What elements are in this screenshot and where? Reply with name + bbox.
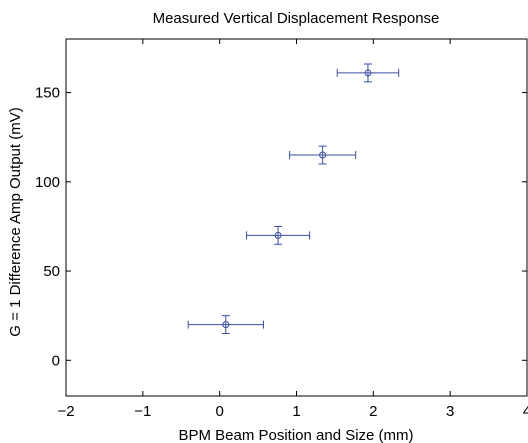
point-marker xyxy=(222,321,230,329)
point-marker xyxy=(319,151,327,159)
y-axis-label: G = 1 Difference Amp Output (mV) xyxy=(7,107,24,336)
x-tick-label: 0 xyxy=(215,403,223,420)
y-tick-label: 100 xyxy=(35,174,60,191)
data-point xyxy=(289,145,357,165)
x-tick-label: 2 xyxy=(369,403,377,420)
x-tick-label: 4 xyxy=(523,403,528,420)
y-tick-label: 50 xyxy=(43,263,60,280)
data-point xyxy=(336,63,400,83)
x-tick-label: 1 xyxy=(292,403,300,420)
x-tick-label: −2 xyxy=(57,403,74,420)
point-marker xyxy=(274,231,282,239)
data-series xyxy=(187,63,400,335)
data-point xyxy=(187,315,264,335)
chart-title: Measured Vertical Displacement Response xyxy=(153,10,440,27)
plot-frame xyxy=(65,38,528,397)
y-tick-label: 0 xyxy=(52,352,60,369)
x-axis-label: BPM Beam Position and Size (mm) xyxy=(178,427,413,443)
point-marker xyxy=(364,69,372,77)
data-point xyxy=(246,225,311,245)
x-axis: −2 −1 0 1 2 3 4 xyxy=(57,39,528,420)
x-tick-label: −1 xyxy=(134,403,151,420)
y-axis: 0 50 100 150 xyxy=(35,85,527,369)
y-tick-label: 150 xyxy=(35,85,60,102)
plot-area xyxy=(65,38,528,397)
x-tick-label: 3 xyxy=(446,403,454,420)
